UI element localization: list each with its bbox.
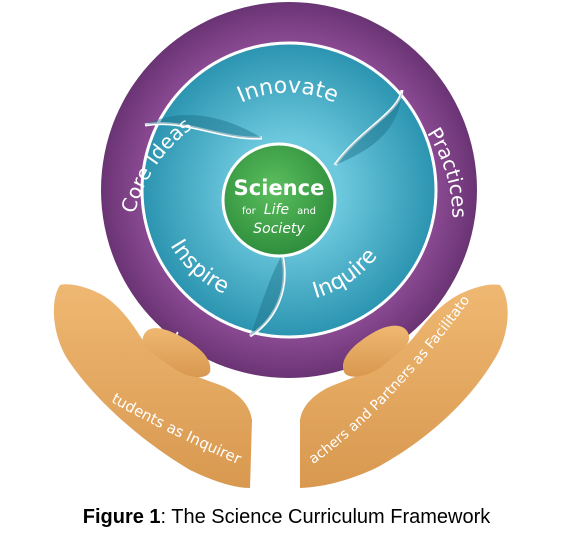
center-line3: Society <box>253 221 305 237</box>
inner-disc-border <box>140 41 438 339</box>
swirl-shades <box>145 90 402 336</box>
swirl-dividers <box>144 89 404 338</box>
center-circle <box>221 142 337 258</box>
right-hand <box>300 284 508 488</box>
left-hand <box>53 284 252 488</box>
center-line2: for Life and <box>242 199 316 218</box>
figure-caption: Figure 1: The Science Curriculum Framewo… <box>0 506 573 529</box>
figure-title: : The Science Curriculum Framework <box>160 506 491 528</box>
science-curriculum-framework-diagram: Core Ideas Practices Values, Ethics and … <box>53 2 508 488</box>
figure-label: Figure 1 <box>82 506 161 528</box>
center-title: Science <box>234 176 325 200</box>
